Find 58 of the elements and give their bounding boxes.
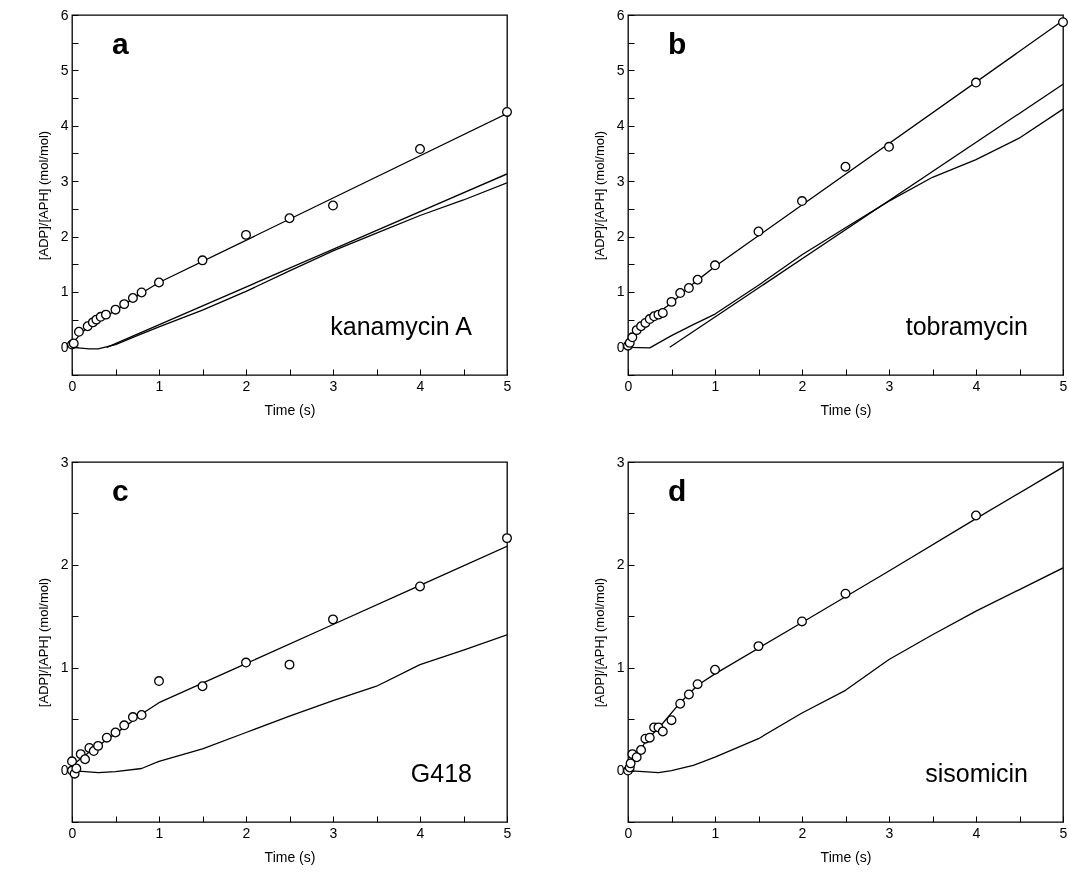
x-tick-label: 1 [155, 377, 164, 394]
x-tick-label: 3 [885, 377, 894, 394]
y-tick-label: 5 [616, 61, 625, 78]
x-tick-label: 1 [711, 824, 720, 841]
y-axis-title: [ADP]/[APH] (mol/mol) [591, 577, 607, 708]
x-tick-label: 3 [329, 377, 338, 394]
x-tick-label: 5 [1059, 377, 1068, 394]
y-tick-label: 3 [616, 453, 625, 470]
y-tick-label: 3 [616, 172, 625, 189]
annotation: b [668, 27, 687, 60]
annotation: d [668, 474, 687, 507]
y-tick-label: 2 [616, 228, 625, 245]
x-tick-label: 4 [972, 377, 981, 394]
x-axis-title: Time (s) [820, 401, 872, 418]
y-axis-title: [ADP]/[APH] (mol/mol) [35, 130, 51, 261]
y-tick-label: 1 [616, 283, 625, 300]
x-tick-label: 4 [972, 824, 981, 841]
x-tick-label: 2 [242, 824, 251, 841]
y-tick-label: 0 [60, 762, 69, 779]
x-axis-title: Time (s) [264, 848, 316, 865]
annotation: sisomicin [925, 759, 1028, 787]
y-tick-label: 0 [60, 338, 69, 355]
y-axis-title: [ADP]/[APH] (mol/mol) [35, 577, 51, 708]
x-tick-label: 5 [503, 824, 512, 841]
x-tick-label: 3 [329, 824, 338, 841]
annotation: G418 [410, 759, 472, 787]
x-tick-label: 2 [798, 824, 807, 841]
x-tick-label: 3 [885, 824, 894, 841]
annotation: a [112, 27, 129, 60]
y-tick-label: 3 [60, 172, 69, 189]
y-tick-label: 6 [60, 6, 69, 23]
x-tick-label: 1 [155, 824, 164, 841]
annotation: kanamycin A [330, 312, 473, 340]
y-tick-label: 1 [60, 283, 69, 300]
y-tick-label: 2 [616, 556, 625, 573]
y-tick-label: 1 [60, 659, 69, 676]
y-tick-label: 4 [60, 117, 69, 134]
y-tick-label: 4 [616, 117, 625, 134]
y-tick-label: 2 [60, 556, 69, 573]
x-axis-title: Time (s) [820, 848, 872, 865]
x-tick-label: 5 [503, 377, 512, 394]
y-tick-label: 1 [616, 659, 625, 676]
x-tick-label: 1 [711, 377, 720, 394]
x-tick-label: 4 [416, 824, 425, 841]
x-tick-label: 5 [1059, 824, 1068, 841]
y-tick-label: 5 [60, 61, 69, 78]
y-tick-label: 2 [60, 228, 69, 245]
y-tick-label: 0 [616, 762, 625, 779]
x-tick-label: 2 [798, 377, 807, 394]
annotation: tobramycin [905, 312, 1028, 340]
y-tick-label: 6 [616, 6, 625, 23]
x-tick-label: 2 [242, 377, 251, 394]
y-axis-title: [ADP]/[APH] (mol/mol) [591, 130, 607, 261]
x-axis-title: Time (s) [264, 401, 316, 418]
annotation: c [112, 474, 129, 507]
x-tick-label: 4 [416, 377, 425, 394]
y-tick-label: 3 [60, 453, 69, 470]
y-tick-label: 0 [616, 338, 625, 355]
